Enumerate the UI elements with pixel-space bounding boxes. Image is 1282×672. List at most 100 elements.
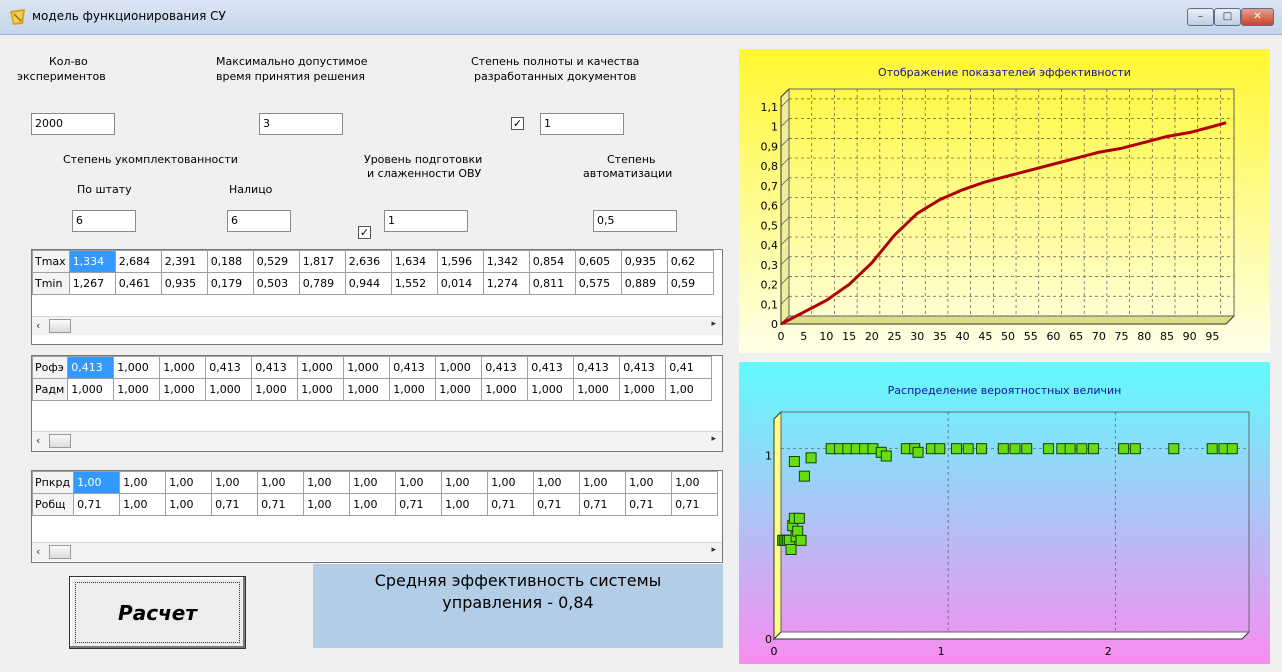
grid-cell[interactable]: 1,00	[671, 471, 719, 494]
grid-cell[interactable]: 0,413	[205, 356, 253, 379]
scroll-thumb[interactable]	[49, 545, 71, 559]
grid-cell[interactable]: 1,00	[211, 471, 259, 494]
grid-cell[interactable]: 0,71	[487, 493, 535, 516]
grid-cell[interactable]: 1,00	[165, 493, 213, 516]
scroll-right-icon[interactable]: ▸	[711, 319, 716, 329]
calculate-button[interactable]: Расчет	[69, 576, 246, 649]
grid-cell[interactable]: 1,00	[395, 471, 443, 494]
grid-cell[interactable]: 0,575	[574, 272, 622, 295]
grid-cell[interactable]: 1,000	[481, 378, 529, 401]
grid-cell[interactable]: 1,00	[579, 471, 627, 494]
grid-cell[interactable]: 1,000	[159, 356, 207, 379]
grid-cell[interactable]: 1,000	[389, 378, 437, 401]
grid-cell[interactable]: 0,413	[527, 356, 575, 379]
grid-cell[interactable]: 0,71	[625, 493, 673, 516]
grid-cell[interactable]: 0,529	[252, 250, 300, 273]
grid-cell[interactable]: 0,179	[206, 272, 254, 295]
grid-cell[interactable]: 0,503	[252, 272, 300, 295]
grid-cell[interactable]: 1,000	[297, 378, 345, 401]
grid-cell[interactable]: 0,71	[671, 493, 719, 516]
grid-cell[interactable]: 0,71	[579, 493, 627, 516]
grid-cell[interactable]: 0,71	[211, 493, 259, 516]
readiness-grid[interactable]: Pпкрд 1,00 1,00 1,00 1,00 1,00 1,00 1,00…	[31, 470, 723, 563]
grid-cell[interactable]: 1,00	[165, 471, 213, 494]
grid-cell[interactable]: 1,000	[619, 378, 667, 401]
grid-cell[interactable]: 1,00	[441, 471, 489, 494]
max-time-input[interactable]: 3	[259, 113, 343, 135]
grid-cell[interactable]: 0,71	[533, 493, 581, 516]
grid-cell[interactable]: 1,000	[573, 378, 621, 401]
grid-cell[interactable]: 1,00	[625, 471, 673, 494]
grid-cell[interactable]: 1,000	[113, 378, 161, 401]
experiments-input[interactable]: 2000	[31, 113, 115, 135]
scroll-right-icon[interactable]: ▸	[711, 434, 716, 444]
close-button[interactable]: ✕	[1241, 8, 1274, 26]
grid-cell[interactable]: 0,41	[665, 356, 713, 379]
grid-cell[interactable]: 0,71	[73, 493, 121, 516]
scroll-left-icon[interactable]: ‹	[36, 545, 41, 558]
grid-cell[interactable]: 0,889	[620, 272, 668, 295]
grid-cell[interactable]: 1,00	[665, 378, 713, 401]
scroll-thumb[interactable]	[49, 434, 71, 448]
grid-cell[interactable]: 0,413	[481, 356, 529, 379]
grid-cell[interactable]: 1,00	[119, 493, 167, 516]
grid-cell[interactable]: 2,391	[160, 250, 208, 273]
grid-cell[interactable]: 1,000	[343, 356, 391, 379]
grid-cell[interactable]: 1,552	[390, 272, 438, 295]
grid-cell[interactable]: 1,00	[303, 471, 351, 494]
grid-cell[interactable]: 0,789	[298, 272, 346, 295]
horizontal-scrollbar[interactable]: ‹ ▸	[32, 542, 722, 561]
horizontal-scrollbar[interactable]: ‹ ▸	[32, 431, 722, 450]
scroll-right-icon[interactable]: ▸	[711, 545, 716, 555]
grid-cell[interactable]: 0,461	[114, 272, 162, 295]
scroll-left-icon[interactable]: ‹	[36, 319, 41, 332]
grid-cell[interactable]: 2,636	[344, 250, 392, 273]
grid-cell[interactable]: 0,935	[160, 272, 208, 295]
grid-cell[interactable]: 1,000	[113, 356, 161, 379]
grid-cell[interactable]: 1,000	[527, 378, 575, 401]
grid-cell[interactable]: 1,817	[298, 250, 346, 273]
grid-cell[interactable]: 1,00	[257, 471, 305, 494]
grid-cell[interactable]: 1,000	[251, 378, 299, 401]
automation-input[interactable]: 0,5	[593, 210, 677, 232]
minimize-button[interactable]: –	[1187, 8, 1214, 26]
grid-cell[interactable]: 0,71	[257, 493, 305, 516]
grid-cell[interactable]: 1,274	[482, 272, 530, 295]
grid-cell-selected[interactable]: 1,00	[73, 471, 121, 494]
grid-cell[interactable]: 1,000	[67, 378, 115, 401]
probability-grid[interactable]: Pофэ 0,413 1,000 1,000 0,413 0,413 1,000…	[31, 355, 723, 452]
grid-cell[interactable]: 0,413	[573, 356, 621, 379]
grid-cell[interactable]: 0,188	[206, 250, 254, 273]
grid-cell[interactable]: 2,684	[114, 250, 162, 273]
by-staff-input[interactable]: 6	[72, 210, 136, 232]
grid-cell[interactable]: 0,62	[666, 250, 714, 273]
grid-cell[interactable]: 1,000	[297, 356, 345, 379]
grid-cell[interactable]: 1,342	[482, 250, 530, 273]
training-checkbox[interactable]: ✓	[358, 226, 371, 239]
grid-cell[interactable]: 0,811	[528, 272, 576, 295]
doc-quality-input[interactable]: 1	[540, 113, 624, 135]
grid-cell-selected[interactable]: 1,334	[68, 250, 116, 273]
scroll-thumb[interactable]	[49, 319, 71, 333]
present-input[interactable]: 6	[227, 210, 291, 232]
maximize-button[interactable]: □	[1214, 8, 1241, 26]
training-input[interactable]: 1	[384, 210, 468, 232]
scroll-left-icon[interactable]: ‹	[36, 434, 41, 447]
doc-quality-checkbox[interactable]: ✓	[511, 117, 524, 130]
grid-cell[interactable]: 1,000	[343, 378, 391, 401]
grid-cell[interactable]: 1,00	[533, 471, 581, 494]
grid-cell[interactable]: 1,00	[349, 471, 397, 494]
grid-cell[interactable]: 1,00	[303, 493, 351, 516]
grid-cell[interactable]: 1,00	[349, 493, 397, 516]
grid-cell[interactable]: 0,413	[389, 356, 437, 379]
grid-cell[interactable]: 0,854	[528, 250, 576, 273]
grid-cell[interactable]: 0,014	[436, 272, 484, 295]
grid-cell[interactable]: 1,000	[205, 378, 253, 401]
grid-cell[interactable]: 0,413	[619, 356, 667, 379]
grid-cell[interactable]: 1,000	[159, 378, 207, 401]
horizontal-scrollbar[interactable]: ‹ ▸	[32, 316, 722, 335]
grid-cell[interactable]: 1,000	[435, 378, 483, 401]
grid-cell[interactable]: 0,605	[574, 250, 622, 273]
grid-cell[interactable]: 1,596	[436, 250, 484, 273]
time-grid[interactable]: Tmax 1,334 2,684 2,391 0,188 0,529 1,817…	[31, 249, 723, 345]
